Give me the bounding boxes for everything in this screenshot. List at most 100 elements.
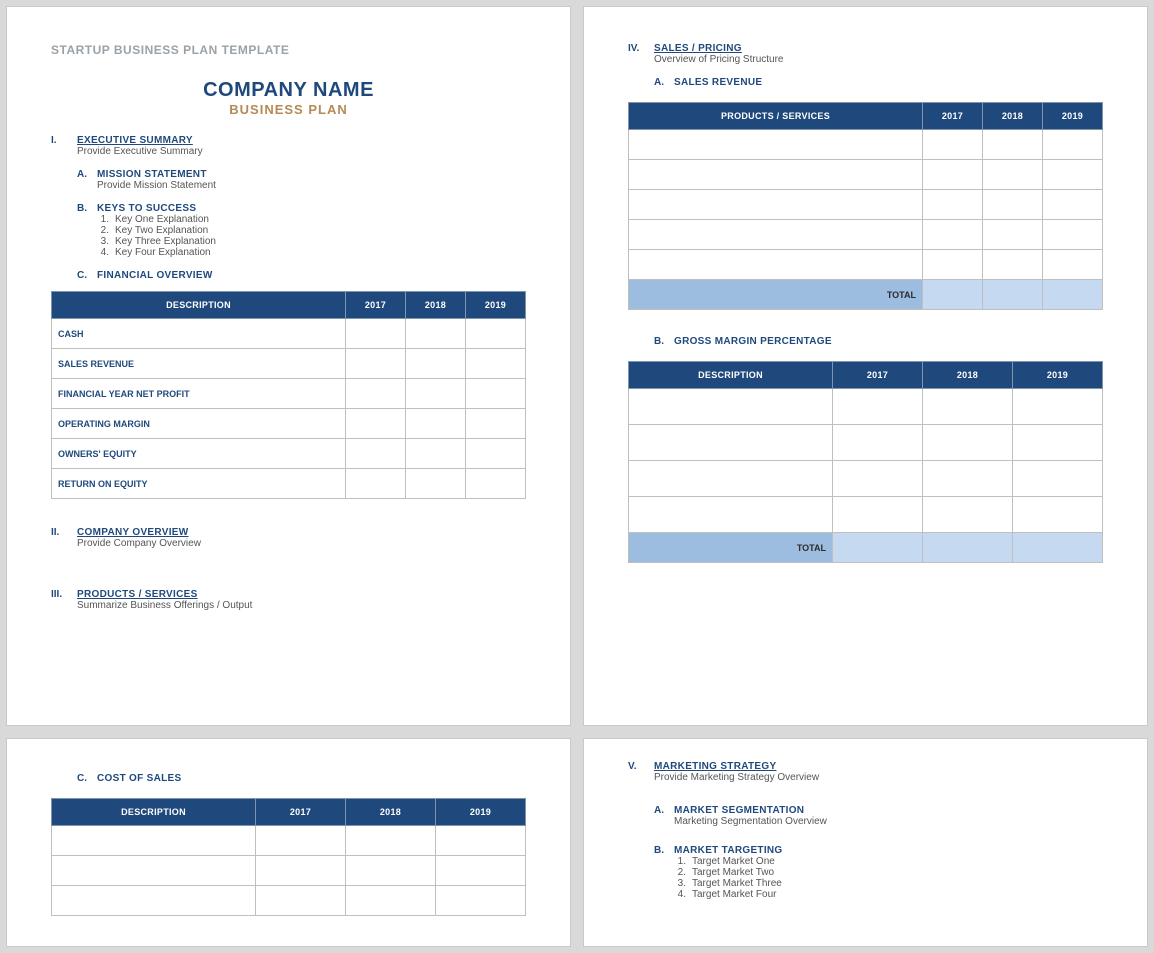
total-row: TOTAL — [629, 280, 1103, 310]
list-item: 1.Key One Explanation — [97, 214, 526, 225]
cell — [1013, 389, 1103, 425]
section-desc: Provide Executive Summary — [77, 146, 526, 157]
table-row: OWNERS' EQUITY — [52, 439, 526, 469]
table-row — [629, 220, 1103, 250]
section-title: SALES / PRICING — [654, 43, 742, 54]
th-year: 2018 — [406, 292, 466, 319]
financial-overview-table: DESCRIPTION 2017 2018 2019 CASHSALES REV… — [51, 291, 526, 499]
cell — [923, 280, 983, 310]
cell — [983, 220, 1043, 250]
table-row — [52, 886, 526, 916]
cell — [346, 349, 406, 379]
section-desc: Provide Company Overview — [77, 538, 526, 549]
section-title: EXECUTIVE SUMMARY — [77, 135, 193, 146]
sub-desc: Provide Mission Statement — [97, 180, 526, 191]
cell — [406, 409, 466, 439]
subsection-sales-revenue: A. SALES REVENUE — [654, 77, 1103, 88]
th-year: 2018 — [983, 103, 1043, 130]
cell — [466, 409, 526, 439]
table-row — [629, 130, 1103, 160]
subsection-market-targeting: B. MARKET TARGETING — [654, 845, 1103, 856]
section-desc: Summarize Business Offerings / Output — [77, 600, 526, 611]
list-item: 2.Key Two Explanation — [97, 225, 526, 236]
cell — [256, 856, 346, 886]
cell — [466, 469, 526, 499]
keys-list: 1.Key One Explanation2.Key Two Explanati… — [97, 214, 526, 258]
sub-title: COST OF SALES — [97, 773, 181, 784]
subsection-cost-of-sales: C. COST OF SALES — [77, 773, 526, 784]
cell — [923, 190, 983, 220]
table-row: RETURN ON EQUITY — [52, 469, 526, 499]
th-year: 2017 — [833, 362, 923, 389]
sub-title: MARKET SEGMENTATION — [674, 805, 804, 816]
list-item: 3.Key Three Explanation — [97, 236, 526, 247]
cell — [1043, 250, 1103, 280]
th-year: 2017 — [256, 799, 346, 826]
sub-letter: A. — [77, 169, 97, 180]
cell — [346, 856, 436, 886]
list-item: 1.Target Market One — [674, 856, 1103, 867]
section-roman: IV. — [628, 43, 654, 54]
table-row: CASH — [52, 319, 526, 349]
cell — [466, 439, 526, 469]
cell — [923, 533, 1013, 563]
page-2: IV. SALES / PRICING Overview of Pricing … — [583, 6, 1148, 726]
table-row — [629, 160, 1103, 190]
page-3: C. COST OF SALES DESCRIPTION 2017 2018 2… — [6, 738, 571, 947]
cell — [1043, 130, 1103, 160]
sub-title: MARKET TARGETING — [674, 845, 783, 856]
pages-grid: STARTUP BUSINESS PLAN TEMPLATE COMPANY N… — [0, 0, 1154, 953]
row-label — [52, 826, 256, 856]
table-row — [629, 389, 1103, 425]
row-label — [629, 461, 833, 497]
table-row — [629, 425, 1103, 461]
cell — [406, 439, 466, 469]
th-year: 2019 — [1013, 362, 1103, 389]
section-title: PRODUCTS / SERVICES — [77, 589, 198, 600]
sub-title: FINANCIAL OVERVIEW — [97, 270, 213, 281]
cell — [1043, 160, 1103, 190]
cell — [1013, 533, 1103, 563]
th-year: 2019 — [436, 799, 526, 826]
cell — [983, 190, 1043, 220]
list-item: 4.Key Four Explanation — [97, 247, 526, 258]
cell — [346, 409, 406, 439]
list-item: 2.Target Market Two — [674, 867, 1103, 878]
cell — [256, 886, 346, 916]
gross-margin-table: DESCRIPTION 2017 2018 2019 TOTAL — [628, 361, 1103, 563]
cell — [923, 160, 983, 190]
row-label — [629, 160, 923, 190]
section-sales-pricing: IV. SALES / PRICING Overview of Pricing … — [628, 43, 1103, 563]
section-title: COMPANY OVERVIEW — [77, 527, 188, 538]
th-year: 2018 — [923, 362, 1013, 389]
cell — [833, 461, 923, 497]
row-label: OWNERS' EQUITY — [52, 439, 346, 469]
cell — [466, 319, 526, 349]
cell — [1013, 425, 1103, 461]
subsection-financial-overview: C. FINANCIAL OVERVIEW — [77, 270, 526, 281]
section-desc: Overview of Pricing Structure — [654, 54, 1103, 65]
cost-of-sales-table: DESCRIPTION 2017 2018 2019 — [51, 798, 526, 916]
section-products-services: III. PRODUCTS / SERVICES Summarize Busin… — [51, 589, 526, 611]
list-item: 4.Target Market Four — [674, 889, 1103, 900]
th-products-services: PRODUCTS / SERVICES — [629, 103, 923, 130]
sub-letter: C. — [77, 270, 97, 281]
table-row: SALES REVENUE — [52, 349, 526, 379]
subsection-keys: B. KEYS TO SUCCESS — [77, 203, 526, 214]
row-label — [629, 250, 923, 280]
section-roman: I. — [51, 135, 77, 146]
total-row: TOTAL — [629, 533, 1103, 563]
company-name: COMPANY NAME — [51, 79, 526, 102]
subsection-market-segmentation: A. MARKET SEGMENTATION — [654, 805, 1103, 816]
row-label — [52, 856, 256, 886]
section-roman: V. — [628, 761, 654, 772]
th-description: DESCRIPTION — [52, 292, 346, 319]
cell — [466, 379, 526, 409]
row-label — [52, 886, 256, 916]
row-label: RETURN ON EQUITY — [52, 469, 346, 499]
section-marketing-strategy: V. MARKETING STRATEGY Provide Marketing … — [628, 761, 1103, 900]
cell — [983, 160, 1043, 190]
cell — [436, 856, 526, 886]
th-description: DESCRIPTION — [629, 362, 833, 389]
cell — [1013, 461, 1103, 497]
